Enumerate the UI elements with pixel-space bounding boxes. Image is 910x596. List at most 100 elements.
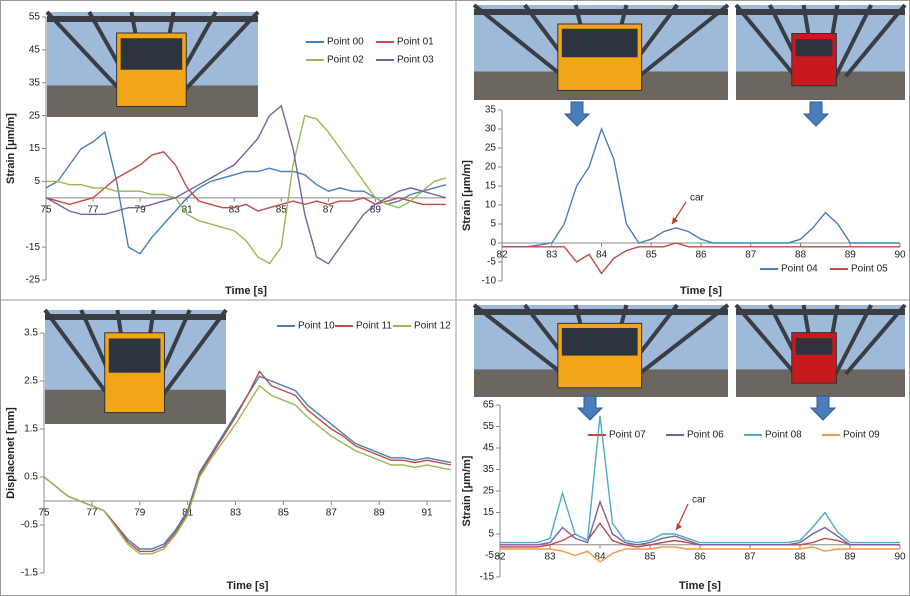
y-tick-label: 55	[29, 12, 41, 23]
x-tick-label: 91	[421, 508, 433, 519]
series-line	[500, 523, 900, 547]
y-tick-label: -15	[480, 572, 495, 583]
y-tick-label: 1.5	[24, 424, 38, 435]
down-arrow	[804, 102, 828, 126]
annotation-arrowhead	[672, 217, 678, 224]
x-tick-label: 83	[230, 508, 242, 519]
x-tick-label: 86	[695, 250, 707, 261]
x-tick-label: 75	[40, 204, 52, 215]
legend-label: Point 02	[327, 55, 364, 66]
y-tick-label: 5	[488, 529, 494, 540]
y-tick-label: -5	[485, 550, 494, 561]
photo-bus-window	[562, 29, 638, 58]
x-tick-label: 87	[744, 551, 756, 562]
legend-label: Point 00	[327, 37, 364, 48]
photo-bus-window	[109, 339, 161, 373]
y-tick-label: 0	[490, 238, 496, 249]
x-tick-label: 89	[374, 508, 386, 519]
y-tick-label: 2.5	[24, 376, 38, 387]
y-tick-label: 45	[483, 443, 495, 454]
y-tick-label: -10	[482, 276, 497, 287]
x-axis-title: Time [s]	[679, 580, 721, 592]
annotation: car	[692, 495, 707, 506]
x-axis-title: Time [s]	[680, 285, 722, 297]
photo-bus-window	[562, 328, 638, 356]
x-axis-title: Time [s]	[225, 285, 267, 297]
x-tick-label: 90	[894, 250, 906, 261]
series-line	[46, 132, 446, 254]
x-tick-label: 82	[494, 551, 506, 562]
x-tick-label: 83	[544, 551, 556, 562]
y-tick-label: 15	[483, 507, 495, 518]
down-arrow	[565, 102, 589, 126]
y-tick-label: 15	[485, 181, 497, 192]
x-tick-label: 87	[326, 508, 338, 519]
x-tick-label: 89	[845, 250, 857, 261]
x-tick-label: 85	[278, 508, 290, 519]
x-tick-label: 87	[745, 250, 757, 261]
y-tick-label: 5	[34, 176, 40, 187]
x-tick-label: 79	[134, 508, 146, 519]
x-tick-label: 82	[496, 250, 508, 261]
y-tick-label: 55	[483, 421, 495, 432]
photo-van-window	[796, 338, 833, 355]
x-tick-label: 87	[323, 204, 335, 215]
legend-label: Point 01	[397, 37, 434, 48]
y-tick-label: 35	[485, 105, 497, 116]
y-tick-label: 3.5	[24, 328, 38, 339]
x-axis-title: Time [s]	[227, 580, 269, 592]
series-line	[502, 129, 900, 247]
photo	[474, 5, 728, 100]
legend-label: Point 03	[397, 55, 434, 66]
annotation: car	[690, 193, 705, 204]
y-tick-label: 45	[29, 45, 41, 56]
x-tick-label: 84	[596, 250, 608, 261]
photo-beam	[736, 309, 905, 315]
photo	[736, 305, 905, 397]
photo-beam	[474, 9, 728, 15]
y-tick-label: 20	[485, 162, 497, 173]
down-arrow	[578, 396, 602, 420]
photo	[736, 5, 905, 100]
x-tick-label: 83	[546, 250, 558, 261]
figure: 55453525155-15-257577798183858789Point 0…	[0, 0, 910, 596]
y-tick-label: 25	[483, 486, 495, 497]
legend-label: Point 08	[765, 430, 802, 441]
y-tick-label: -1.5	[21, 568, 39, 579]
photo	[474, 305, 728, 397]
x-tick-label: 88	[794, 551, 806, 562]
y-tick-label: 25	[485, 143, 497, 154]
x-tick-label: 86	[694, 551, 706, 562]
y-tick-label: 35	[483, 464, 495, 475]
photo	[47, 12, 258, 117]
y-axis-title: Strain [μm/m]	[461, 455, 473, 526]
y-tick-label: -25	[26, 275, 41, 286]
series-line	[46, 152, 446, 211]
x-tick-label: 77	[86, 508, 98, 519]
y-axis-title: Displacenet [mm]	[5, 407, 17, 499]
y-tick-label: 15	[29, 143, 41, 154]
y-axis-title: Strain [μm/m]	[5, 113, 17, 184]
x-tick-label: 85	[644, 551, 656, 562]
photo-beam	[474, 309, 728, 315]
y-tick-label: -15	[26, 242, 41, 253]
x-tick-label: 89	[370, 204, 382, 215]
y-tick-label: 0.5	[24, 472, 38, 483]
legend-label: Point 12	[414, 321, 451, 332]
photo-beam	[736, 9, 905, 15]
y-axis-title: Strain [μm/m]	[461, 160, 473, 231]
photo	[45, 310, 226, 424]
photo-van-window	[796, 39, 833, 56]
legend-label: Point 10	[298, 321, 335, 332]
y-tick-label: -0.5	[21, 520, 39, 531]
legend-label: Point 07	[609, 430, 646, 441]
photo-bus-window	[121, 38, 183, 70]
x-tick-label: 75	[38, 508, 50, 519]
photo-beam	[47, 16, 258, 22]
x-tick-label: 88	[795, 250, 807, 261]
x-tick-label: 90	[894, 551, 906, 562]
y-tick-label: 10	[485, 200, 497, 211]
legend-label: Point 11	[356, 321, 392, 332]
y-tick-label: -5	[487, 257, 496, 268]
y-tick-label: 35	[29, 77, 41, 88]
